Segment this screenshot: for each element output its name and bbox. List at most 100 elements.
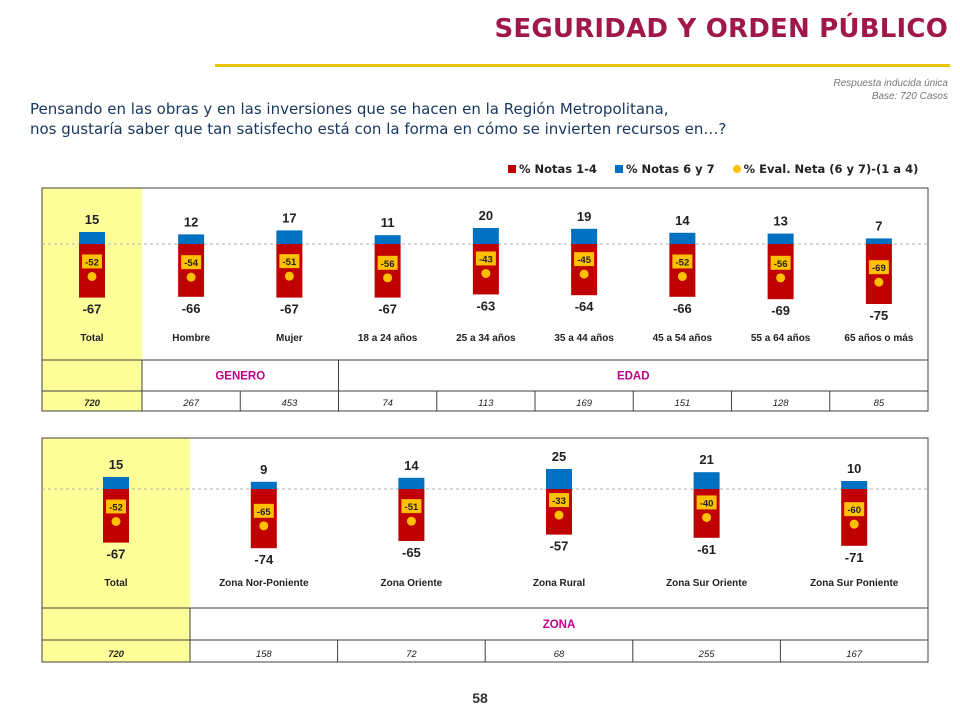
net-label-box [696, 495, 717, 510]
title-underline [215, 64, 950, 67]
group-label: GENERO [215, 371, 265, 383]
label-positive: 20 [479, 208, 493, 223]
label-negative: -67 [83, 302, 102, 317]
base-count: 74 [382, 398, 393, 409]
bar-negative [103, 489, 129, 543]
bar-positive [571, 228, 598, 244]
category-label: 35 a 44 años [554, 333, 614, 344]
label-net: -65 [257, 507, 271, 518]
base-count: 128 [773, 398, 790, 409]
net-label-box [253, 503, 274, 518]
label-negative: -65 [402, 545, 421, 560]
bar-positive [398, 477, 425, 489]
net-label-box [377, 255, 398, 270]
base-count: 720 [108, 649, 125, 660]
bar-negative [178, 244, 205, 297]
label-positive: 25 [552, 449, 566, 464]
label-net: -52 [676, 257, 690, 268]
label-negative: -64 [575, 299, 595, 314]
bar-negative [374, 244, 401, 298]
base-count: 169 [576, 398, 593, 409]
legend-item-net: % Eval. Neta (6 y 7)-(1 a 4) [732, 162, 919, 176]
base-count: 255 [698, 649, 716, 660]
label-net: -52 [85, 257, 99, 268]
page-title: SEGURIDAD Y ORDEN PÚBLICO [494, 14, 948, 44]
category-label: Zona Oriente [381, 578, 443, 589]
label-negative: -67 [280, 302, 299, 317]
category-label: 55 a 64 años [751, 333, 811, 344]
net-marker [481, 268, 491, 278]
label-positive: 7 [875, 218, 882, 233]
label-net: -54 [184, 258, 198, 269]
base-count: 720 [84, 398, 101, 409]
base-count: 72 [406, 649, 417, 660]
base-count: 167 [846, 649, 863, 660]
net-marker [186, 272, 196, 282]
net-marker [874, 277, 884, 287]
label-net: -69 [872, 263, 886, 274]
label-positive: 11 [381, 215, 395, 230]
bar-positive [79, 232, 105, 244]
net-marker [259, 521, 269, 531]
net-label-box [82, 254, 102, 269]
label-net: -56 [381, 259, 395, 270]
base-count: 113 [478, 398, 494, 409]
bar-negative [841, 489, 868, 546]
total-highlight [42, 438, 190, 662]
net-marker [383, 273, 393, 283]
bar-positive [841, 481, 868, 489]
category-label: Zona Rural [533, 578, 585, 589]
label-net: -52 [109, 502, 123, 513]
base-note: Base: 720 Casos [871, 91, 948, 102]
category-label: Zona Sur Poniente [810, 578, 899, 589]
category-label: 25 a 34 años [456, 333, 516, 344]
net-marker [849, 519, 859, 529]
label-net: -60 [847, 505, 861, 516]
net-label-box [868, 260, 889, 275]
category-label: 45 a 54 años [653, 333, 713, 344]
bar-positive [178, 234, 205, 244]
label-negative: -74 [254, 552, 274, 567]
bar-negative [250, 489, 277, 549]
label-negative: -61 [697, 542, 716, 557]
base-count: 158 [256, 649, 273, 660]
category-label: Total [80, 333, 103, 344]
net-marker [677, 271, 687, 281]
label-negative: -69 [771, 303, 790, 318]
label-positive: 14 [675, 213, 690, 228]
legend-label-negative: % Notas 1-4 [519, 162, 597, 176]
label-positive: 15 [85, 212, 99, 227]
base-count: 85 [874, 398, 885, 409]
chart-panel-2: 15 -67 -52 Total 9 -74 -65 Zona Nor-Poniente 14 -… [41, 437, 929, 663]
legend-label-net: % Eval. Neta (6 y 7)-(1 a 4) [743, 162, 919, 176]
chart-frame [41, 187, 929, 412]
label-negative: -67 [107, 547, 126, 562]
label-positive: 12 [184, 214, 198, 229]
chart-panel-1: 15 -67 -52 Total 12 -66 -54 Hombre 17 -67 -51 Mujer… [41, 187, 929, 412]
bar-positive [767, 233, 794, 244]
label-negative: -66 [182, 301, 201, 316]
net-marker [554, 510, 564, 520]
net-marker [111, 516, 121, 526]
legend-swatch-positive [614, 165, 623, 173]
net-label-box [574, 252, 595, 267]
category-label: Mujer [276, 333, 303, 344]
bar-positive [546, 469, 572, 489]
bar-negative [79, 244, 105, 298]
net-label-box [401, 499, 422, 514]
legend-item-positive: % Notas 6 y 7 [614, 162, 715, 176]
net-marker [579, 269, 589, 279]
legend-swatch-net [732, 165, 741, 173]
label-positive: 19 [577, 209, 591, 224]
label-net: -51 [405, 502, 419, 513]
chart-legend: % Notas 1-4 % Notas 6 y 7 % Eval. Neta (… [508, 162, 918, 176]
page-number: 58 [472, 690, 488, 706]
bar-negative [276, 244, 303, 298]
base-count: 68 [554, 649, 565, 660]
category-label: 18 a 24 años [358, 333, 418, 344]
category-label: Zona Sur Oriente [666, 578, 748, 589]
bar-negative [571, 244, 598, 296]
net-label-box [181, 255, 202, 270]
group-label: EDAD [617, 371, 650, 383]
